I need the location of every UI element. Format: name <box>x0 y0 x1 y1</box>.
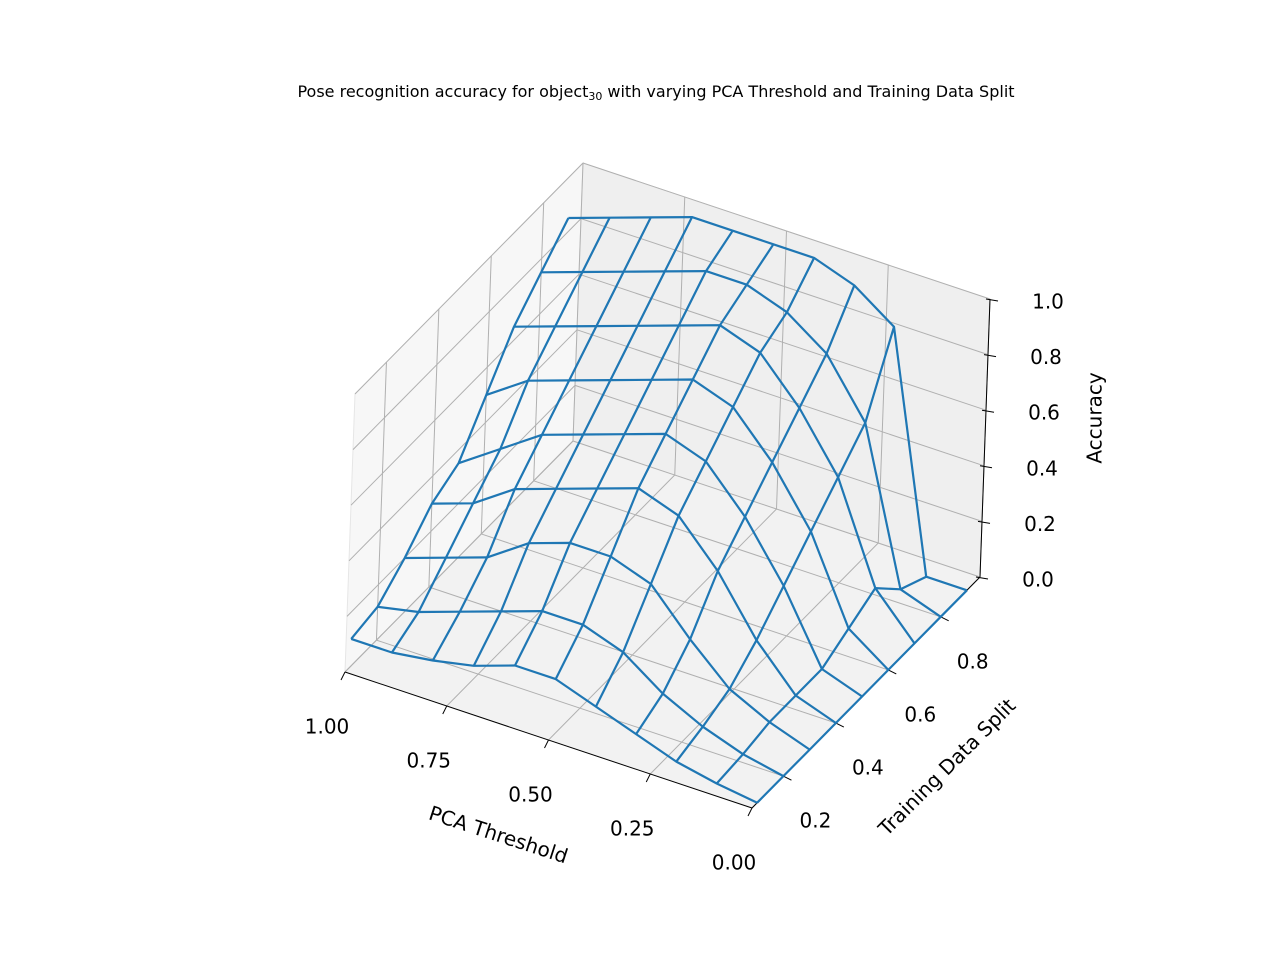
wire-row <box>513 324 916 645</box>
y-tick-label: 0.4 <box>852 756 884 780</box>
grid-line <box>776 230 787 510</box>
x-tick-label: 0.00 <box>712 851 757 875</box>
x-tick-label: 0.75 <box>406 749 451 773</box>
z-tick <box>983 354 997 358</box>
grid-line <box>446 474 676 707</box>
wire-row <box>431 487 837 724</box>
grid-line <box>578 273 987 411</box>
y-tick <box>835 722 845 728</box>
x-tick <box>645 773 651 783</box>
grid-line <box>428 309 440 588</box>
grid-line <box>346 385 576 617</box>
title-subscript: 30 <box>588 90 602 103</box>
grid-line <box>572 440 981 578</box>
x-axis-label: PCA Threshold <box>426 801 571 869</box>
y-tick <box>888 669 897 675</box>
wire-row <box>485 378 890 671</box>
z-tick <box>979 465 993 469</box>
x-tick-label: 0.25 <box>610 817 655 841</box>
grid-line <box>350 273 580 506</box>
grid-line <box>375 362 387 641</box>
z-axis-label: Accuracy <box>1083 372 1107 463</box>
z-axis-line <box>979 298 991 578</box>
grid-line <box>572 162 584 442</box>
chart-title: Pose recognition accuracy for object30 wi… <box>297 82 1014 104</box>
grid-line <box>352 218 582 450</box>
z-tick <box>975 576 989 580</box>
grid-line <box>533 202 545 481</box>
x-tick-label: 0.50 <box>508 783 553 807</box>
y-tick <box>940 616 949 622</box>
wire-row <box>377 605 784 778</box>
z-tick-label: 0.0 <box>1022 568 1054 592</box>
grid-line <box>428 586 837 724</box>
grid-line <box>649 542 879 775</box>
grid-line <box>674 196 686 476</box>
x-tick <box>747 807 753 817</box>
grid-line <box>344 440 574 673</box>
title-main: Pose recognition accuracy for object <box>297 82 588 101</box>
grid-line <box>354 162 584 395</box>
grid-line <box>580 218 989 356</box>
x-tick-label: 1.00 <box>305 715 350 739</box>
x-tick <box>340 671 346 681</box>
z-tick-label: 0.6 <box>1028 401 1060 425</box>
z-tick-label: 0.8 <box>1030 345 1062 369</box>
y-tick-label: 0.6 <box>904 702 936 726</box>
x-tick <box>544 739 549 749</box>
title-rest: with varying PCA Threshold and Training … <box>607 82 1014 101</box>
grid-line <box>533 480 941 618</box>
x-tick <box>442 705 448 715</box>
x-axis-line <box>344 671 753 809</box>
y-tick-label: 0.8 <box>957 649 989 673</box>
z-tick-label: 1.0 <box>1032 290 1064 314</box>
wire-row <box>568 216 968 592</box>
wire-row <box>541 270 942 618</box>
z-tick <box>985 298 999 302</box>
y-tick <box>783 775 792 781</box>
wire-row <box>404 541 811 751</box>
z-tick <box>981 409 995 413</box>
grid-line <box>576 329 985 467</box>
grid-line <box>348 329 578 562</box>
z-tick-label: 0.4 <box>1026 456 1058 480</box>
z-tick-label: 0.2 <box>1024 512 1056 536</box>
grid-line <box>481 533 889 671</box>
z-tick <box>977 520 991 524</box>
wire-row <box>458 432 863 698</box>
y-axis-label: Training Data Split <box>873 693 1021 841</box>
grid-line <box>582 162 991 300</box>
y-tick-label: 0.2 <box>800 809 832 833</box>
wire-row <box>350 637 758 804</box>
grid-line <box>574 384 983 522</box>
